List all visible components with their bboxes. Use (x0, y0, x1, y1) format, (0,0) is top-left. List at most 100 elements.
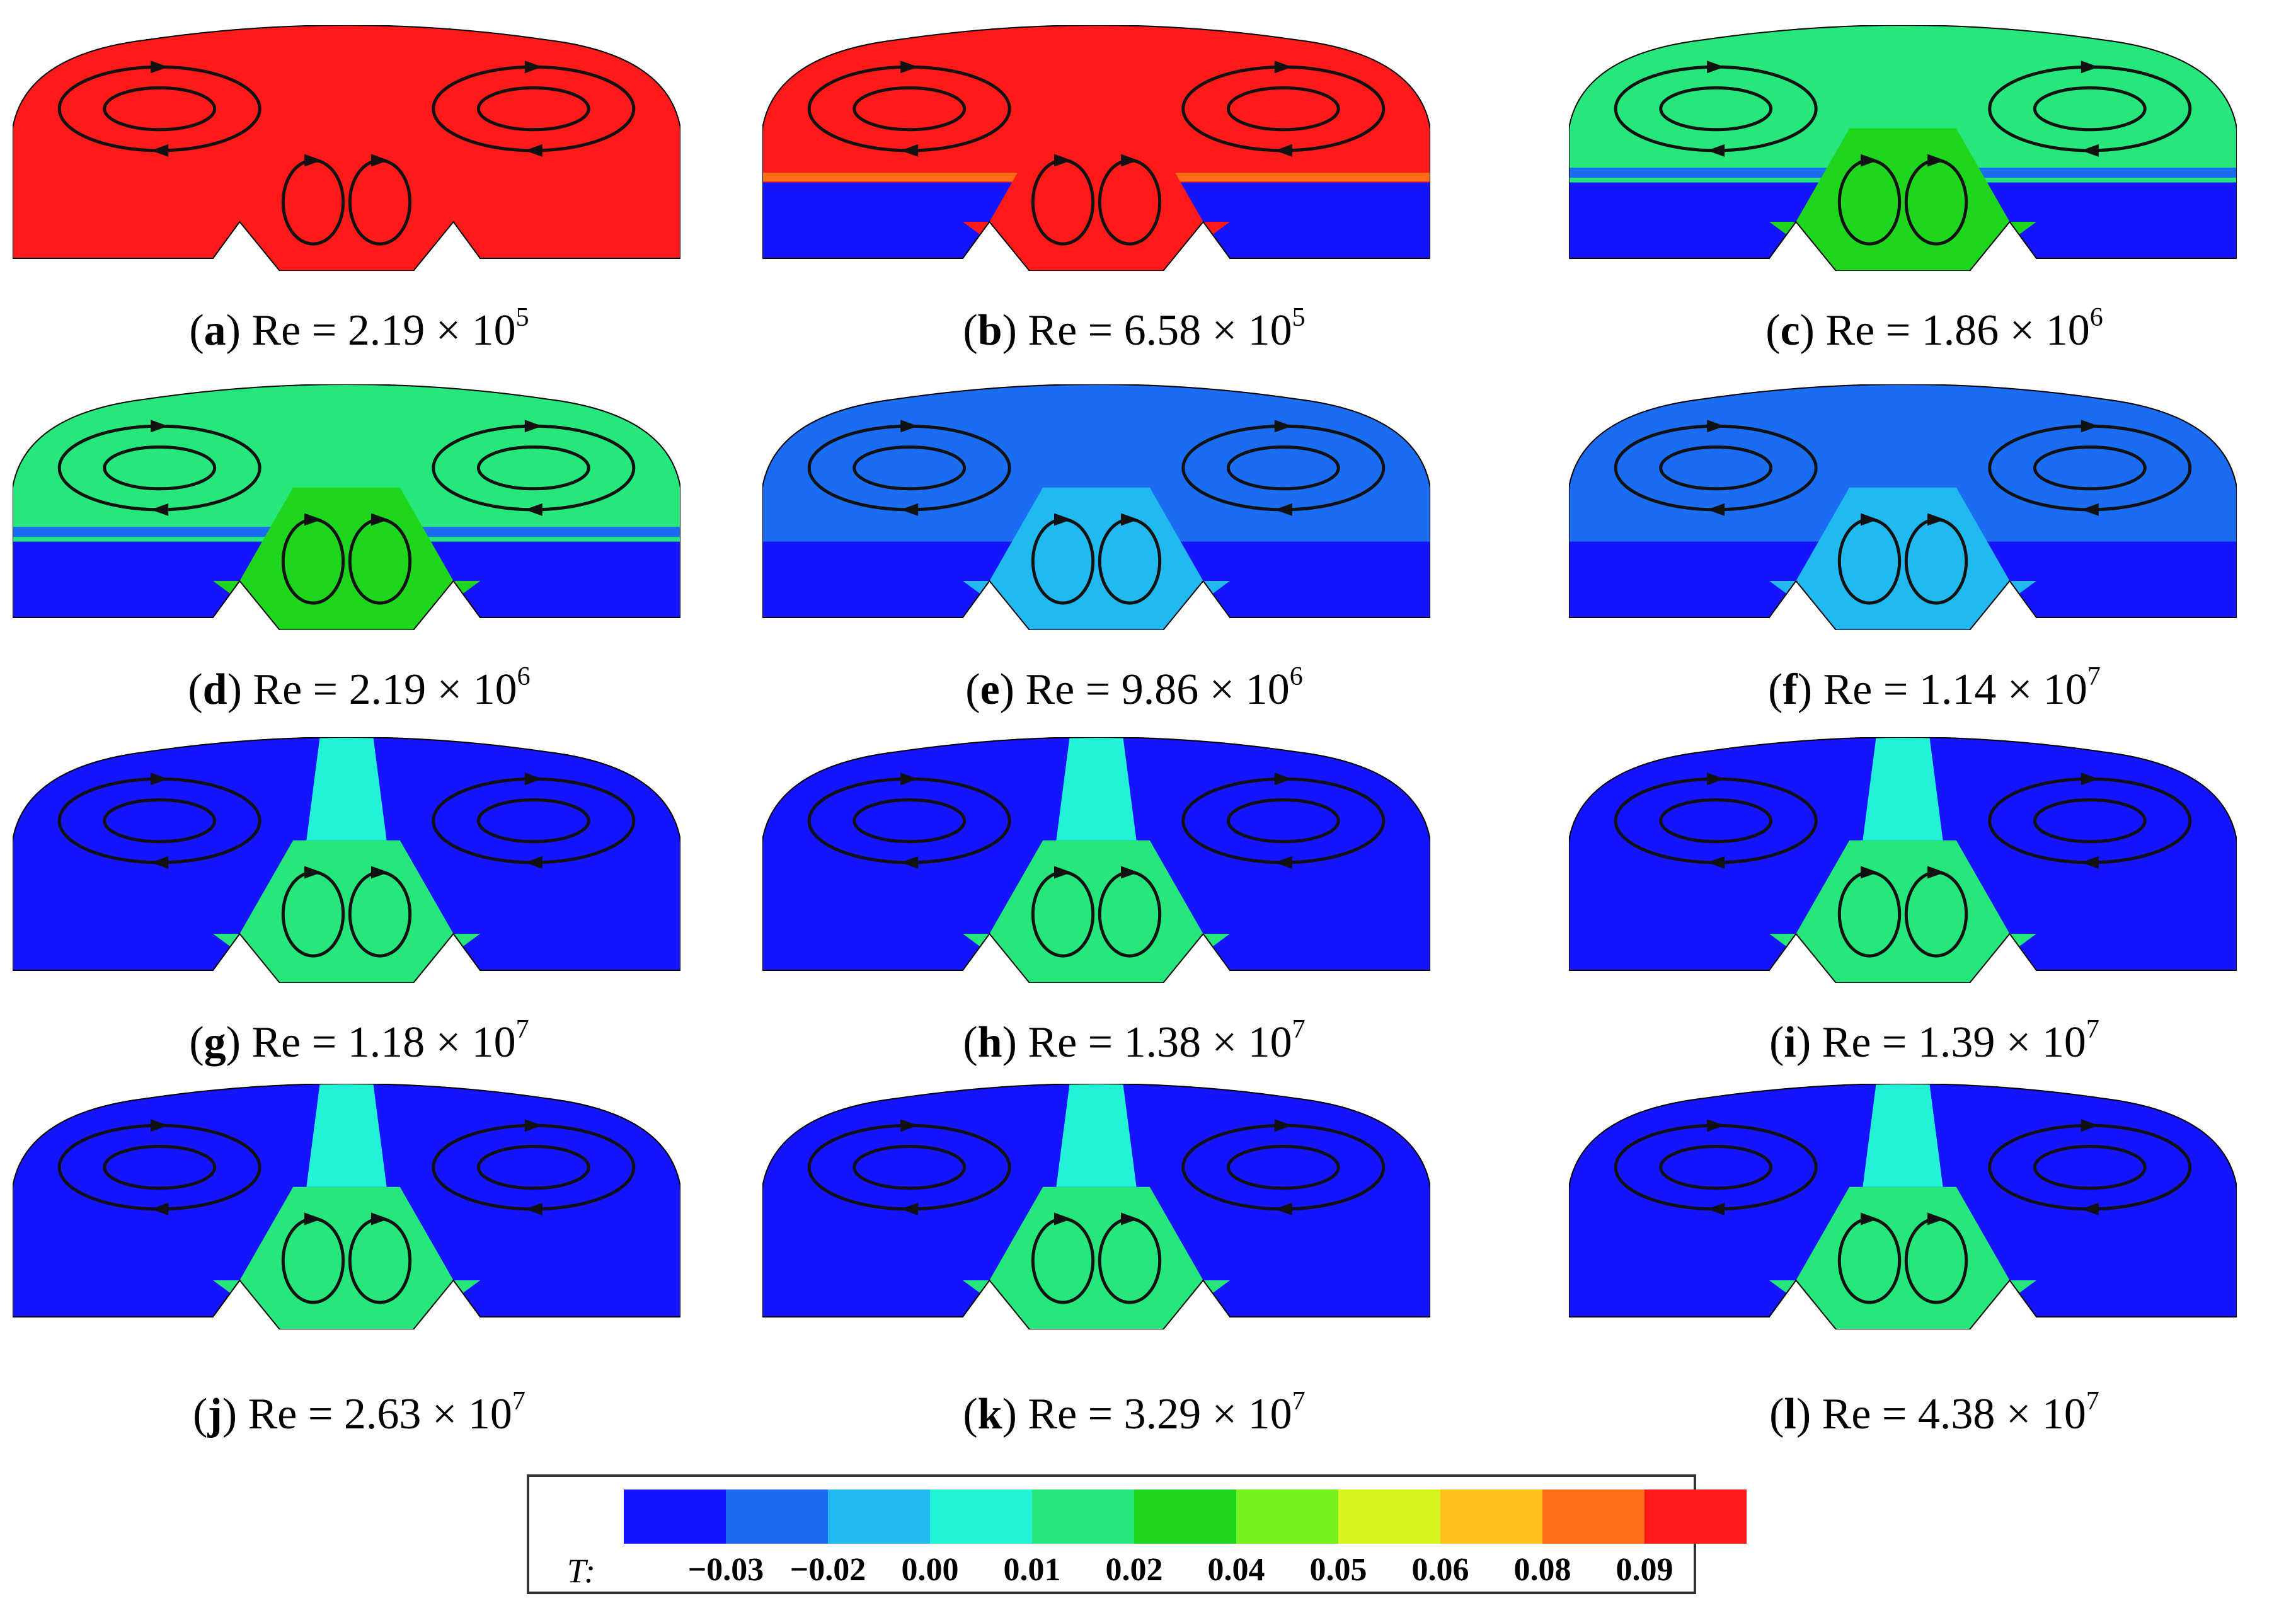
streamline-arrow (1274, 60, 1292, 74)
streamline-arrow (1054, 154, 1072, 167)
pit-region (963, 128, 1230, 271)
reynolds-exponent: 6 (1289, 662, 1303, 691)
streamline-arrow (1274, 856, 1292, 869)
reynolds-exponent: 6 (2089, 303, 2103, 332)
pit-region (1769, 128, 2036, 271)
legend-swatch (1338, 1490, 1440, 1544)
legend-swatch (930, 1490, 1032, 1544)
streamline-arrow (1707, 1202, 1725, 1215)
legend-tick: −0.02 (789, 1552, 866, 1588)
panel-caption-h: (h) Re = 1.38 × 107 (963, 1015, 1306, 1067)
reynolds-number: Re = 4.38 × 10 (1822, 1390, 2086, 1438)
streamline-arrow (304, 866, 322, 879)
panel-caption-l: (l) Re = 4.38 × 107 (1769, 1387, 2099, 1438)
reynolds-exponent: 7 (2087, 662, 2101, 691)
streamline-arrow (1927, 1212, 1945, 1226)
streamline-arrow (151, 1119, 169, 1132)
streamline-arrow (1274, 1119, 1292, 1132)
panel-caption-e: (e) Re = 9.86 × 106 (965, 662, 1303, 714)
streamline-arrow (371, 1212, 389, 1226)
streamline-arrow (1274, 772, 1292, 786)
legend-tick: 0.04 (1207, 1552, 1265, 1588)
pit-region (213, 840, 480, 983)
reynolds-exponent: 6 (517, 662, 531, 691)
panel-caption-k: (k) Re = 3.29 × 107 (963, 1387, 1306, 1438)
streamline-arrow (1707, 856, 1725, 869)
streamline-arrow (524, 60, 542, 74)
streamline-arrow (1054, 1212, 1072, 1226)
contour-panel-l (1569, 1084, 2237, 1329)
reynolds-number: Re = 2.63 × 10 (248, 1390, 512, 1438)
reynolds-exponent: 7 (2086, 1015, 2099, 1044)
streamline-arrow (524, 856, 542, 869)
streamline-arrow (900, 144, 919, 157)
contour-panel-h (762, 737, 1430, 983)
legend-swatch (1440, 1490, 1542, 1544)
reynolds-number: Re = 1.14 × 10 (1823, 665, 2087, 714)
streamline-arrow (151, 1202, 169, 1215)
legend-swatch (1645, 1490, 1747, 1544)
streamline-arrow (1707, 503, 1725, 516)
reynolds-exponent: 7 (2086, 1387, 2099, 1416)
streamline-arrow (1054, 866, 1072, 879)
pit-region (213, 487, 480, 630)
streamline-arrow (900, 1202, 919, 1215)
streamline-arrow (1121, 866, 1139, 879)
streamline-arrow (1707, 144, 1725, 157)
contour-panel-c (1569, 25, 2237, 271)
panel-letter: k (977, 1390, 1002, 1438)
legend-swatch (1032, 1490, 1134, 1544)
streamline-arrow (900, 60, 919, 74)
panel-letter: b (977, 306, 1002, 355)
reynolds-number: Re = 1.18 × 10 (251, 1018, 516, 1067)
panel-caption-g: (g) Re = 1.18 × 107 (189, 1015, 529, 1067)
reynolds-number: Re = 1.86 × 10 (1825, 306, 2090, 355)
streamline-arrow (2081, 60, 2099, 74)
legend-tick: 0.01 (1003, 1552, 1061, 1588)
legend-label: T: (567, 1552, 596, 1590)
reynolds-number: Re = 6.58 × 10 (1028, 306, 1292, 355)
contour-panel-d (13, 384, 680, 630)
streamline-arrow (2081, 144, 2099, 157)
reynolds-exponent: 7 (512, 1387, 525, 1416)
streamline-arrow (524, 772, 542, 786)
legend-tick: 0.02 (1105, 1552, 1163, 1588)
reynolds-exponent: 5 (515, 303, 529, 332)
streamline-arrow (1274, 503, 1292, 516)
streamline-arrow (1274, 144, 1292, 157)
pit-region (213, 128, 480, 271)
reynolds-number: Re = 1.39 × 10 (1822, 1018, 2086, 1067)
reynolds-exponent: 7 (1292, 1015, 1306, 1044)
streamline-arrow (524, 144, 542, 157)
streamline-arrow (1121, 154, 1139, 167)
contour-panel-j (13, 1084, 680, 1329)
panel-caption-f: (f) Re = 1.14 × 107 (1768, 662, 2101, 714)
panel-caption-a: (a) Re = 2.19 × 105 (189, 303, 529, 355)
streamline-arrow (900, 856, 919, 869)
streamline-arrow (1274, 1202, 1292, 1215)
pit-region (1769, 487, 2036, 630)
streamline-arrow (524, 1202, 542, 1215)
streamline-arrow (1707, 60, 1725, 74)
streamline-arrow (304, 513, 322, 526)
contour-panel-b (762, 25, 1430, 271)
streamline-arrow (1274, 420, 1292, 433)
pit-region (1769, 840, 2036, 983)
streamline-arrow (900, 1119, 919, 1132)
panel-letter: e (980, 665, 1000, 714)
reynolds-number: Re = 3.29 × 10 (1028, 1390, 1292, 1438)
streamline-arrow (2081, 772, 2099, 786)
legend-tick: −0.03 (687, 1552, 764, 1588)
streamline-arrow (151, 503, 169, 516)
streamline-arrow (900, 420, 919, 433)
panel-letter: h (977, 1018, 1002, 1067)
reynolds-number: Re = 1.38 × 10 (1028, 1018, 1292, 1067)
reynolds-number: Re = 2.19 × 10 (251, 306, 516, 355)
pit-region (963, 1186, 1230, 1329)
streamline-arrow (1861, 513, 1878, 526)
streamline-arrow (2081, 503, 2099, 516)
streamline-arrow (1861, 1212, 1878, 1226)
legend-swatch (624, 1490, 726, 1544)
streamline-arrow (2081, 856, 2099, 869)
